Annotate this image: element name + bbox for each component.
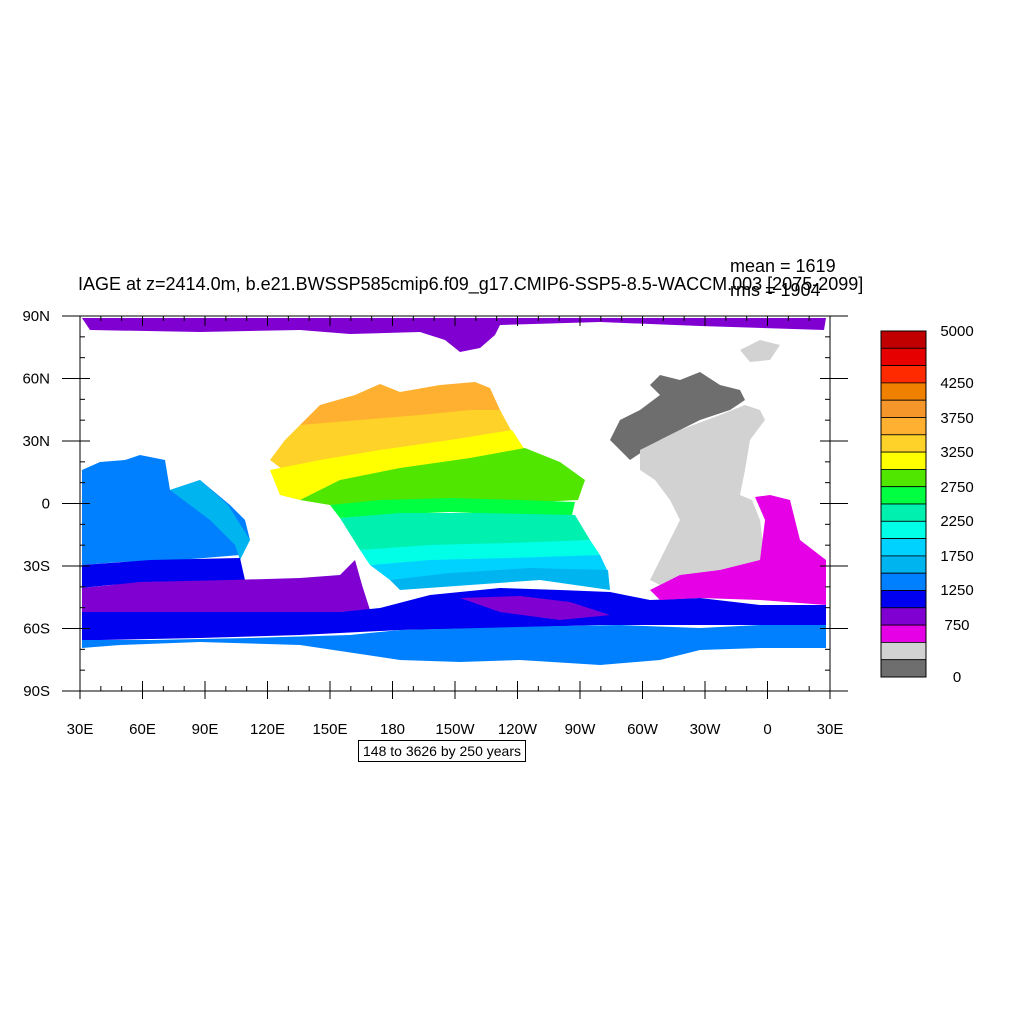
lat-tick-label: 90S [23, 683, 50, 700]
lat-tick-label: 60S [23, 621, 50, 638]
longitude-axis: 30E 60E 90E 120E 150E 180 150W 120W 90W 60W 30W 0 30… [67, 316, 844, 738]
colorbar-label: 5000 [940, 323, 973, 340]
colorbar-swatch [880, 520, 927, 539]
southern-ocean-region [82, 588, 826, 640]
lon-tick-label: 90W [565, 721, 597, 738]
colorbar-swatch [880, 624, 927, 643]
colorbar-label: 0 [953, 669, 961, 686]
colorbar-swatch [880, 382, 927, 401]
indian-ocean-south-region [82, 558, 245, 588]
equatorial-south-region [330, 498, 575, 518]
lat-tick-label: 30S [23, 558, 50, 575]
colorbar-label: 4250 [940, 375, 973, 392]
colorbar-swatch [880, 468, 927, 488]
lat-tick-label: 30N [22, 433, 50, 450]
colorbar-swatch [880, 486, 927, 505]
colorbar-label: 1250 [940, 582, 973, 599]
colorbar-swatch [880, 538, 927, 557]
south-pacific-subpolar-region [390, 568, 610, 590]
colorbar-frame [880, 330, 927, 678]
colorbar: 5000 4250 3750 3250 2750 2250 1750 1250 750 0 [880, 323, 974, 686]
lon-tick-label: 150W [435, 721, 475, 738]
colorbar-swatch [880, 330, 927, 349]
lon-tick-label: 60W [627, 721, 659, 738]
colorbar-swatch [880, 659, 927, 678]
south-atlantic-region [650, 495, 826, 605]
lat-tick-label: 60N [22, 371, 50, 388]
south-pacific-subtropical-region [340, 513, 590, 550]
colorbar-swatch [880, 607, 927, 626]
lat-tick-label: 90N [22, 308, 50, 325]
lon-tick-label: 150E [312, 721, 347, 738]
latitude-axis: 90N 60N 30N 0 30S 60S 90S [22, 308, 848, 700]
arctic-ocean-region [82, 318, 826, 352]
colorbar-swatch [880, 399, 927, 418]
colorbar-label: 1750 [940, 548, 973, 565]
lat-tick-label: 0 [42, 496, 50, 513]
indian-ocean-north-region [82, 455, 250, 565]
south-pacific-midlat-region [370, 555, 608, 580]
lon-tick-label: 30E [817, 721, 844, 738]
rms-stat: rms = 1904 [730, 280, 821, 300]
lon-tick-label: 30E [67, 721, 94, 738]
plot-title: IAGE at z=2414.0m, b.e21.BWSSP585cmip6.f… [78, 274, 864, 294]
colorbar-label: 3250 [940, 444, 973, 461]
colorbar-label: 2750 [940, 479, 973, 496]
south-pacific-region [360, 540, 600, 565]
arctic-atlantic-region [740, 340, 780, 362]
equatorial-pacific-region [300, 448, 585, 505]
colorbar-swatch [880, 642, 927, 661]
south-atlantic-indian-region [82, 560, 370, 615]
colorbar-swatch [880, 451, 927, 470]
north-pacific-tropical-region [270, 430, 525, 500]
lon-tick-label: 90E [192, 721, 219, 738]
lon-tick-label: 60E [129, 721, 156, 738]
lon-tick-label: 120W [498, 721, 538, 738]
colorbar-label: 750 [944, 617, 969, 634]
colorbar-swatch [880, 555, 927, 574]
colorbar-label: 3750 [940, 410, 973, 427]
lon-tick-label: 0 [763, 721, 771, 738]
atlantic-region [640, 405, 765, 585]
colorbar-swatch [880, 347, 927, 366]
ocean-age-field [82, 318, 826, 665]
lon-tick-label: 120E [250, 721, 285, 738]
antarctic-margin-region [82, 625, 826, 665]
lon-tick-label: 30W [690, 721, 722, 738]
colorbar-label: 2250 [940, 513, 973, 530]
colorbar-swatch [880, 503, 927, 522]
colorbar-swatch [880, 365, 927, 384]
colorbar-swatch [880, 434, 927, 453]
colorbar-swatch [880, 590, 927, 609]
contour-info-box: 148 to 3626 by 250 years [358, 740, 527, 762]
colorbar-swatch [880, 417, 927, 436]
lon-tick-label: 180 [380, 721, 405, 738]
north-atlantic-region [610, 372, 745, 460]
south-pacific-deep-region [460, 596, 610, 620]
mean-stat: mean = 1619 [730, 256, 836, 276]
indian-ocean-tropical-region [170, 480, 250, 560]
colorbar-swatch [880, 572, 927, 591]
